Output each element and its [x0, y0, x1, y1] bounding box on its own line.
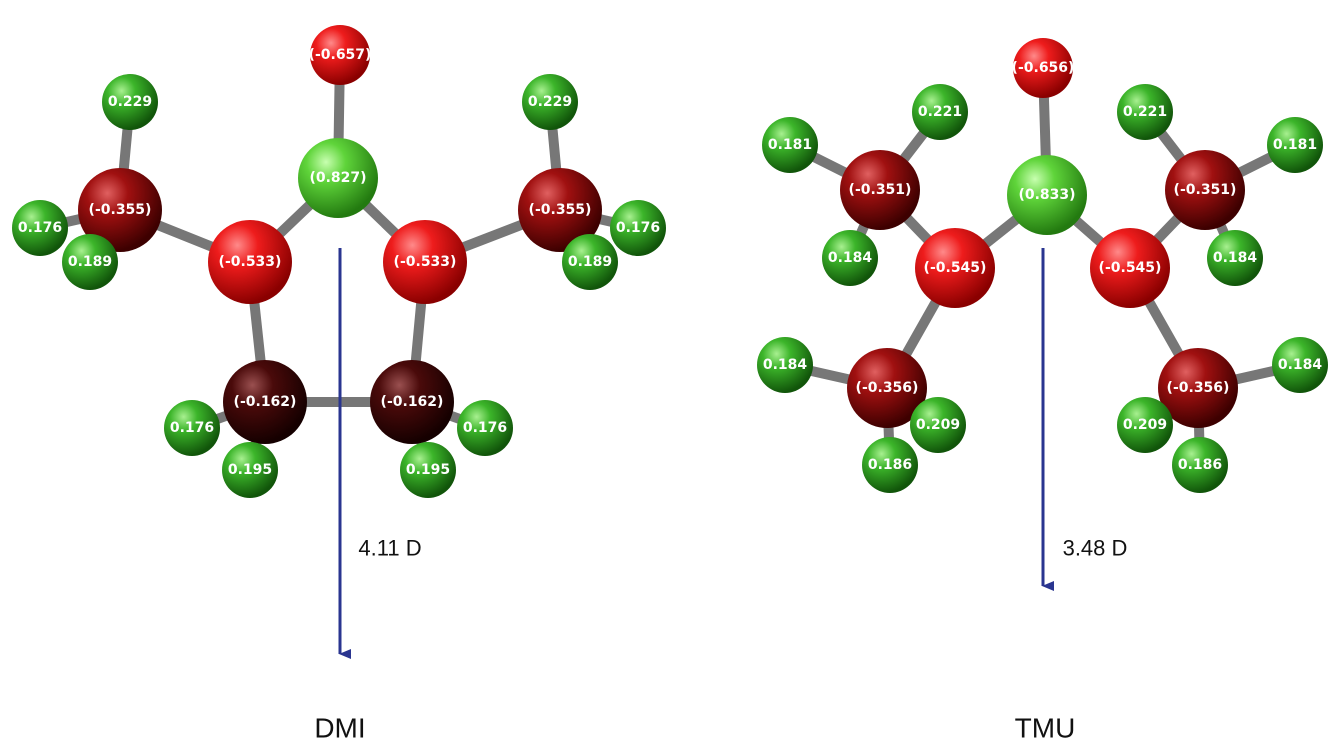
atom-charge: (-0.351) — [849, 182, 912, 198]
atom-charge: 0.184 — [763, 357, 808, 373]
atom-charge: 0.184 — [828, 250, 873, 266]
atom-charge: 0.176 — [616, 220, 660, 236]
atom-charge: 0.229 — [528, 94, 572, 110]
atom-charge: 0.209 — [916, 417, 960, 433]
atom-charge: (-0.656) — [1012, 60, 1075, 76]
atom-charge: (-0.356) — [856, 380, 919, 396]
atom-charge: 0.221 — [918, 104, 962, 120]
atom-charge: 0.176 — [463, 420, 507, 436]
atom-charge: (-0.545) — [1099, 260, 1162, 276]
atom-charge: (-0.533) — [394, 254, 457, 270]
atom-charge: 0.186 — [1178, 457, 1222, 473]
atom-charge: 0.184 — [1278, 357, 1323, 373]
atom-charge: 0.176 — [18, 220, 62, 236]
atom-charge: (-0.355) — [529, 202, 592, 218]
atom-charge: 0.189 — [68, 254, 112, 270]
atom-charge: 0.221 — [1123, 104, 1167, 120]
molecule-name: DMI — [314, 713, 365, 744]
atom-charge: (-0.545) — [924, 260, 987, 276]
dipole-label: 3.48 D — [1063, 536, 1128, 561]
atom-charge: (-0.162) — [381, 394, 444, 410]
atom-charge: 0.181 — [768, 137, 812, 153]
atom-charge: 0.229 — [108, 94, 152, 110]
atom-charge: (0.827) — [309, 170, 366, 186]
atom-charge: 0.176 — [170, 420, 214, 436]
atom-charge: 0.209 — [1123, 417, 1167, 433]
atom-charge: 0.186 — [868, 457, 912, 473]
atom-charge: (0.833) — [1018, 187, 1075, 203]
atom-charge: 0.181 — [1273, 137, 1317, 153]
atom-charge: (-0.657) — [309, 47, 372, 63]
atom-charge: (-0.351) — [1174, 182, 1237, 198]
molecule: (-0.657) (0.827) (-0.533) (-0.533) (-0.355) (… — [12, 25, 666, 744]
molecule-name: TMU — [1015, 713, 1076, 744]
figure: (-0.657) (0.827) (-0.533) (-0.533) (-0.355) (… — [0, 0, 1331, 746]
atom-charge: (-0.162) — [234, 394, 297, 410]
atom-charge: (-0.355) — [89, 202, 152, 218]
atom-charge: 0.184 — [1213, 250, 1258, 266]
atom-charge: 0.189 — [568, 254, 612, 270]
molecule: (-0.656) (0.833) (-0.545) (-0.545) (-0.351) (… — [757, 38, 1328, 744]
atom-charge: 0.195 — [228, 462, 272, 478]
atom-charge: (-0.356) — [1167, 380, 1230, 396]
atom-charge: 0.195 — [406, 462, 450, 478]
atom-charge: (-0.533) — [219, 254, 282, 270]
dipole-label: 4.11 D — [358, 536, 421, 561]
